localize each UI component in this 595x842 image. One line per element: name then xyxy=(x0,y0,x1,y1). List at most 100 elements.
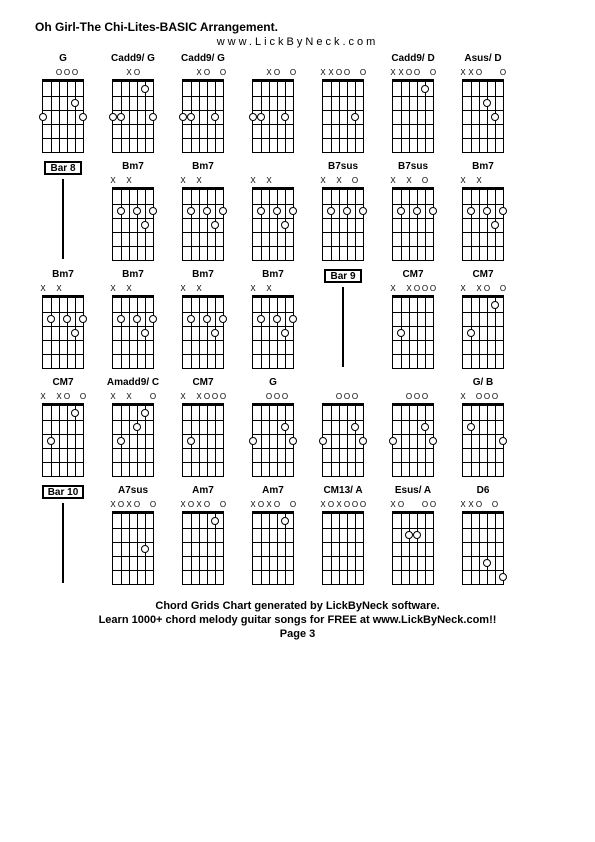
finger-dot xyxy=(281,221,289,229)
finger-dot xyxy=(421,85,429,93)
finger-dot xyxy=(429,437,437,445)
chord-name: B7sus xyxy=(328,161,358,175)
chord-name: A7sus xyxy=(118,485,148,499)
chord-diagram: XXO xyxy=(389,177,437,261)
chord-name: Bm7 xyxy=(262,269,284,283)
website-url: www.LickByNeck.com xyxy=(20,36,575,48)
fretboard xyxy=(182,403,224,477)
chord-diagram: XX xyxy=(249,177,297,261)
fretboard xyxy=(252,403,294,477)
fretboard xyxy=(462,79,504,153)
finger-dot xyxy=(179,113,187,121)
finger-dot xyxy=(187,315,195,323)
string-markers: XXOOO xyxy=(179,393,227,403)
finger-dot xyxy=(483,99,491,107)
chord-diagram: XXO xyxy=(319,177,367,261)
fretboard xyxy=(392,403,434,477)
finger-dot xyxy=(141,329,149,337)
string-markers: XOXOOO xyxy=(319,501,367,511)
finger-dot xyxy=(499,573,507,581)
finger-dot xyxy=(421,423,429,431)
finger-dot xyxy=(281,517,289,525)
fretboard xyxy=(112,187,154,261)
finger-dot xyxy=(499,207,507,215)
string-markers: XXO xyxy=(109,393,157,403)
finger-dot xyxy=(133,315,141,323)
chord-name: Cadd9/ G xyxy=(111,53,155,67)
chord-cell: Bm7XX xyxy=(450,161,516,261)
finger-dot xyxy=(483,207,491,215)
chord-diagram: XXOOO xyxy=(389,69,437,153)
chord-diagram: XX xyxy=(179,177,227,261)
finger-dot xyxy=(203,315,211,323)
finger-dot xyxy=(211,329,219,337)
bar-marker-cell: Bar 8 xyxy=(30,161,96,261)
chord-name: B7sus xyxy=(398,161,428,175)
fretboard xyxy=(392,295,434,369)
chord-diagram: XOXOOO xyxy=(319,501,367,585)
finger-dot xyxy=(413,531,421,539)
finger-dot xyxy=(273,207,281,215)
chord-diagram: XXOO xyxy=(459,285,507,369)
string-markers: XOXOO xyxy=(179,501,227,511)
finger-dot xyxy=(467,423,475,431)
chord-diagram: XOOO xyxy=(389,501,437,585)
string-markers: XX xyxy=(39,285,87,295)
chord-name: Bm7 xyxy=(192,269,214,283)
finger-dot xyxy=(281,113,289,121)
finger-dot xyxy=(79,315,87,323)
chord-name: Bm7 xyxy=(192,161,214,175)
chord-cell: GOOO xyxy=(240,377,306,477)
finger-dot xyxy=(499,437,507,445)
chord-cell: CM7XXOO xyxy=(30,377,96,477)
bar-label: Bar 10 xyxy=(42,485,85,499)
string-markers: XOOO xyxy=(389,501,437,511)
song-title: Oh Girl-The Chi-Lites-BASIC Arrangement. xyxy=(35,20,575,34)
chord-diagram: OOO xyxy=(389,393,437,477)
string-markers: OOO xyxy=(249,393,297,403)
chord-name: CM13/ A xyxy=(323,485,362,499)
fretboard xyxy=(112,295,154,369)
string-markers: XX xyxy=(109,177,157,187)
finger-dot xyxy=(47,437,55,445)
fretboard xyxy=(182,79,224,153)
finger-dot xyxy=(117,315,125,323)
bar-marker-cell: Bar 10 xyxy=(30,485,96,585)
finger-dot xyxy=(491,113,499,121)
string-markers: XOO xyxy=(179,69,227,79)
fretboard xyxy=(462,511,504,585)
chord-diagram: XXOO xyxy=(39,393,87,477)
chord-diagram: XXOO xyxy=(459,501,507,585)
finger-dot xyxy=(389,437,397,445)
chord-name: CM7 xyxy=(472,269,493,283)
bar-marker-cell: Bar 9 xyxy=(310,269,376,369)
chord-cell: Am7XOXOO xyxy=(240,485,306,585)
finger-dot xyxy=(211,517,219,525)
chord-name: G/ B xyxy=(473,377,494,391)
finger-dot xyxy=(343,207,351,215)
chord-grid: GOOOCadd9/ GXOCadd9/ GXOOXOOXXOOOCadd9/ … xyxy=(30,53,575,585)
fretboard xyxy=(42,79,84,153)
finger-dot xyxy=(63,315,71,323)
chord-diagram: XX xyxy=(459,177,507,261)
chord-cell: G/ B XOOO xyxy=(450,377,516,477)
finger-dot xyxy=(79,113,87,121)
chord-diagram: XOOO xyxy=(459,393,507,477)
finger-dot xyxy=(257,207,265,215)
chord-cell: B7sus XXO xyxy=(310,161,376,261)
string-markers: XXOOO xyxy=(389,69,437,79)
chord-cell: Bm7XX xyxy=(100,269,166,369)
finger-dot xyxy=(405,531,413,539)
chord-cell: XOO xyxy=(240,53,306,153)
string-markers: OOO xyxy=(39,69,87,79)
string-markers: XXO xyxy=(389,177,437,187)
finger-dot xyxy=(133,207,141,215)
finger-dot xyxy=(319,437,327,445)
chord-cell: CM13/ A XOXOOO xyxy=(310,485,376,585)
chord-cell: A7susXOXOO xyxy=(100,485,166,585)
fretboard xyxy=(42,403,84,477)
fretboard xyxy=(252,187,294,261)
finger-dot xyxy=(149,315,157,323)
chord-diagram: OOO xyxy=(249,393,297,477)
finger-dot xyxy=(429,207,437,215)
